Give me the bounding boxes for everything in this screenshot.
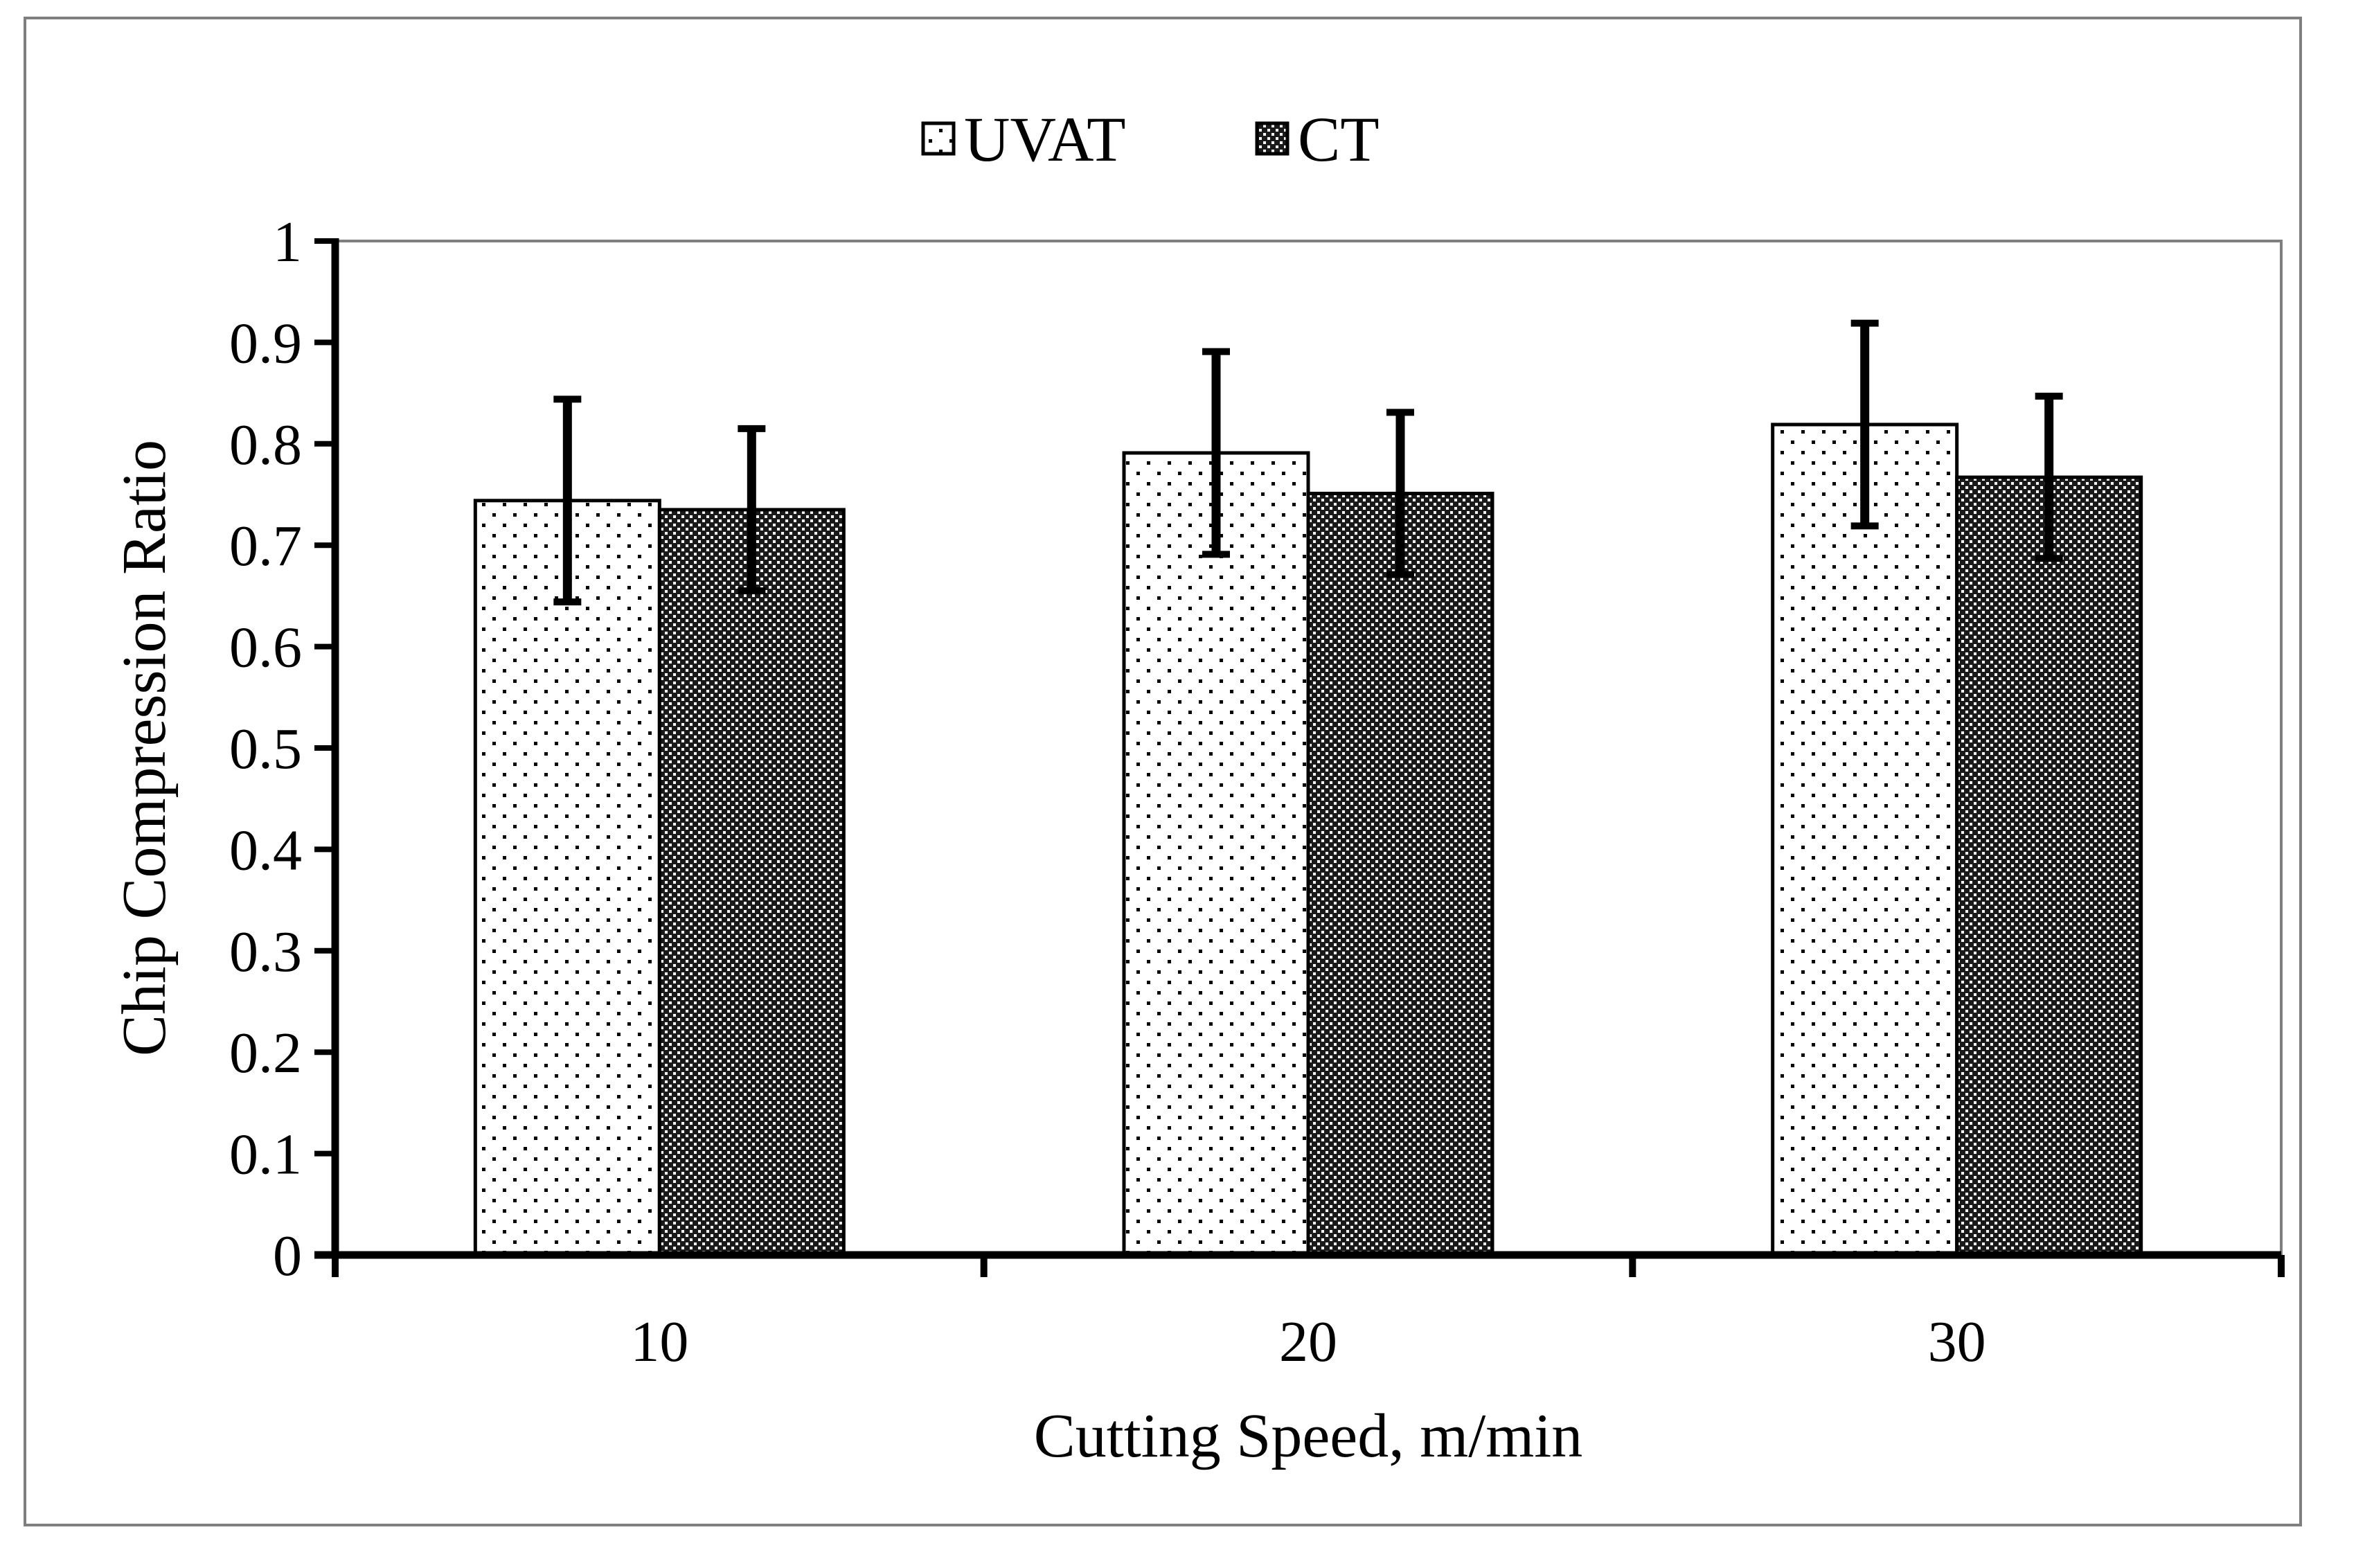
bar-uvat-30 — [1771, 422, 1959, 1257]
legend: UVAT CT — [921, 104, 1380, 175]
x-axis-title: Cutting Speed, m/min — [1034, 1402, 1583, 1470]
error-bar-ct-30 — [2035, 392, 2063, 562]
error-bar-ct-10 — [738, 425, 766, 595]
y-tick-label-0.6: 0.6 — [229, 616, 302, 680]
y-tick-label-0.2: 0.2 — [229, 1021, 302, 1085]
y-tick-label-1: 1 — [273, 210, 302, 274]
bar-ct-10 — [657, 508, 846, 1257]
error-bar-ct-20 — [1386, 409, 1414, 578]
y-tick-label-0.7: 0.7 — [229, 514, 302, 578]
legend-item-ct: CT — [1255, 104, 1380, 175]
bar-uvat-20 — [1122, 451, 1310, 1257]
bar-uvat-10 — [473, 499, 661, 1257]
error-bar-uvat-20 — [1202, 348, 1230, 558]
y-tick-label-0.8: 0.8 — [229, 413, 302, 477]
legend-swatch-uvat — [921, 121, 956, 156]
y-tick-label-0: 0 — [273, 1224, 302, 1288]
x-tick-label-10: 10 — [630, 1310, 688, 1374]
x-tick-label-20: 20 — [1279, 1310, 1337, 1374]
error-bar-uvat-10 — [553, 395, 582, 606]
legend-label-ct: CT — [1298, 104, 1380, 175]
chart-frame — [24, 17, 2302, 1526]
bars-layer — [473, 422, 2143, 1257]
y-tick-label-0.4: 0.4 — [229, 818, 302, 882]
bar-ct-30 — [1955, 475, 2143, 1257]
y-tick-label-0.5: 0.5 — [229, 717, 302, 781]
axes-layer: 10 20 30 0 0.1 0.2 0.3 0.4 0.5 0.6 0.7 0.8 0.9 1 — [229, 210, 2285, 1374]
x-tick-label-30: 30 — [1928, 1310, 1986, 1374]
y-tick-label-0.1: 0.1 — [229, 1123, 302, 1187]
legend-swatch-ct — [1255, 121, 1289, 156]
bar-ct-20 — [1306, 492, 1494, 1257]
error-bar-uvat-30 — [1850, 319, 1879, 530]
y-tick-label-0.3: 0.3 — [229, 920, 302, 984]
legend-item-uvat: UVAT — [921, 104, 1125, 175]
error-bars-layer — [553, 319, 2063, 606]
y-axis-title: Chip Compression Ratio — [110, 440, 179, 1056]
legend-label-uvat: UVAT — [964, 104, 1125, 175]
y-tick-label-0.9: 0.9 — [229, 311, 302, 375]
